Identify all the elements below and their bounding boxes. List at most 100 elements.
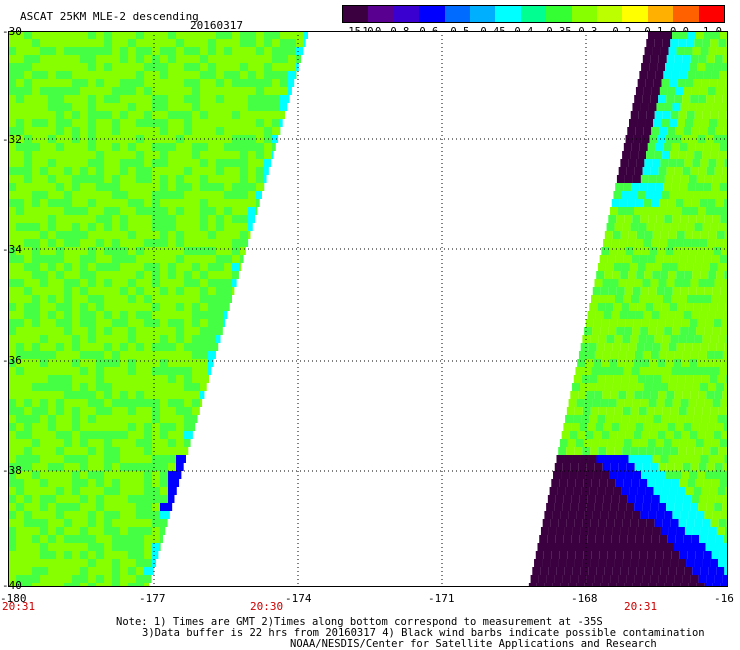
swath-cell (601, 247, 610, 255)
swath-cell (32, 295, 40, 303)
swath-cell (216, 95, 224, 103)
swath-cell (56, 479, 64, 487)
swath-cell (88, 223, 96, 231)
swath-cell (136, 151, 144, 159)
swath-cell (224, 247, 232, 255)
swath-cell (64, 319, 72, 327)
swath-cell (16, 551, 24, 559)
swath-cell (136, 303, 144, 311)
swath-cell (208, 319, 216, 327)
swath-cell (24, 519, 32, 527)
swath-cell (56, 79, 64, 87)
swath-cell (16, 415, 24, 423)
swath-cell (665, 319, 674, 327)
swath-cell (24, 351, 32, 359)
swath-cell (112, 527, 120, 535)
swath-cell (646, 559, 655, 567)
swath-cell (617, 543, 626, 551)
swath-cell (88, 431, 96, 439)
swath-cell (711, 479, 720, 487)
swath-cell (104, 551, 112, 559)
swath-cell (64, 487, 72, 495)
swath-cell (574, 407, 583, 415)
swath-cell (679, 183, 688, 191)
swath-cell (636, 343, 645, 351)
swath-cell (80, 279, 88, 287)
swath-cell (64, 191, 72, 199)
swath-cell (56, 159, 64, 167)
swath-cell (662, 559, 671, 567)
swath-cell (168, 47, 176, 55)
swath-cell (604, 343, 613, 351)
swath-cell (48, 295, 56, 303)
swath-cell (56, 535, 64, 543)
swath-cell (112, 279, 120, 287)
swath-cell (112, 375, 120, 383)
swath-cell (606, 335, 615, 343)
swath-cell (48, 183, 56, 191)
swath-cell (32, 119, 40, 127)
swath-cell (16, 151, 24, 159)
swath-cell (144, 87, 152, 95)
swath-cell (40, 447, 48, 455)
swath-cell (613, 191, 622, 199)
swath-cell (232, 215, 240, 223)
swath-cell (80, 423, 88, 431)
swath-cell (668, 47, 677, 55)
swath-cell (681, 63, 690, 71)
swath-cell (8, 39, 16, 47)
swath-cell (136, 375, 144, 383)
swath-cell (656, 399, 665, 407)
swath-cell (112, 367, 120, 375)
swath-cell (582, 519, 591, 527)
swath-cell (224, 223, 232, 231)
swath-cell (80, 431, 88, 439)
swath-cell (707, 199, 716, 207)
swath-cell (32, 487, 40, 495)
swath-cell (8, 87, 16, 95)
swath-cell (623, 479, 632, 487)
swath-cell (657, 135, 666, 143)
swath-cell (667, 535, 676, 543)
swath-cell (686, 151, 695, 159)
swath-cell (112, 495, 120, 503)
swath-cell (24, 247, 32, 255)
swath-cell (120, 551, 128, 559)
swath-cell (615, 479, 624, 487)
swath-cell (722, 279, 728, 287)
swath-cell (687, 143, 696, 151)
swath-cell (104, 327, 112, 335)
swath-cell (16, 519, 24, 527)
swath-cell (56, 239, 64, 247)
swath-cell (632, 287, 641, 295)
swath-cell (629, 263, 638, 271)
swath-cell (48, 47, 56, 55)
swath-cell (200, 183, 208, 191)
swath-cell (633, 359, 642, 367)
swath-cell (542, 519, 551, 527)
swath-cell (200, 47, 208, 55)
swath-cell (80, 103, 88, 111)
swath-cell (665, 543, 674, 551)
swath-cell (96, 535, 104, 543)
swath-cell (96, 175, 104, 183)
swath-cell (88, 511, 96, 519)
swath-cell (224, 31, 232, 39)
swath-cell (32, 263, 40, 271)
swath-cell (72, 263, 80, 271)
swath-cell (24, 47, 32, 55)
swath-cell (620, 567, 629, 575)
swath-cell (168, 407, 176, 415)
swath-cell (184, 295, 192, 303)
swath-cell (136, 311, 144, 319)
swath-cell (128, 175, 136, 183)
swath-cell (176, 55, 184, 63)
swath-cell (718, 519, 727, 527)
swath-cell (8, 143, 16, 151)
swath-cell (88, 303, 96, 311)
swath-cell (88, 95, 96, 103)
swath-cell (722, 55, 728, 63)
swath-cell (40, 551, 48, 559)
swath-cell (620, 343, 629, 351)
swath-cell (638, 519, 647, 527)
